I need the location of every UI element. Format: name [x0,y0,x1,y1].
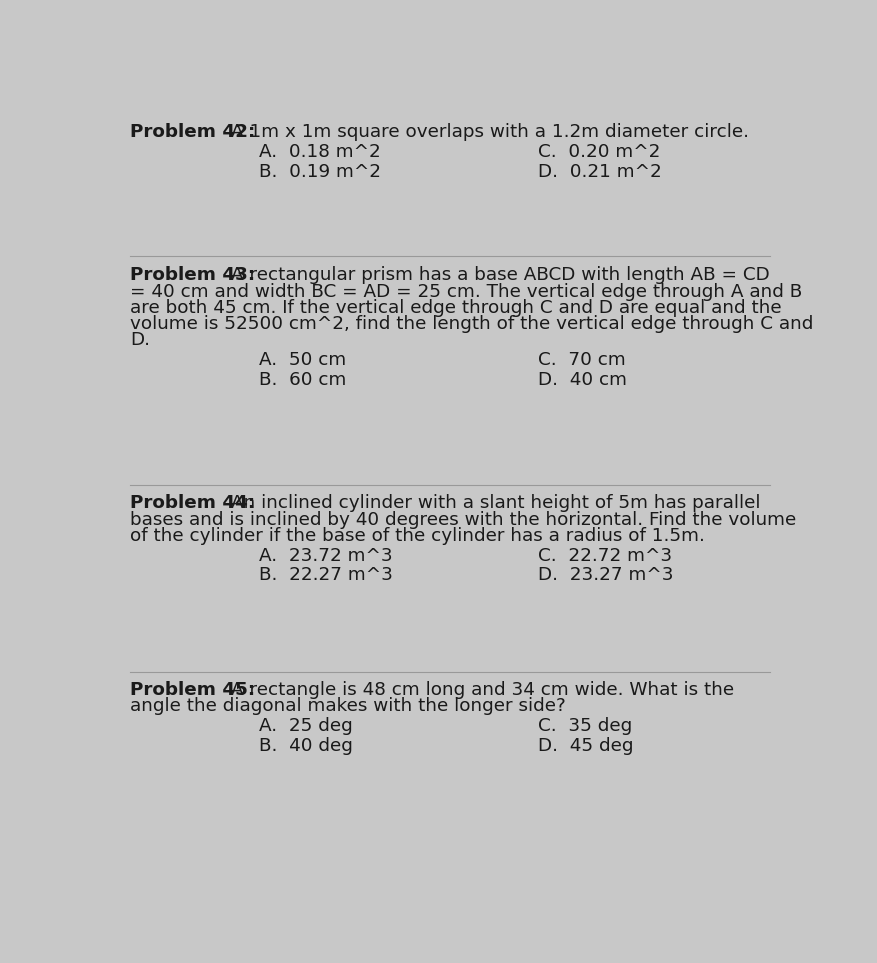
Text: B.  22.27 m^3: B. 22.27 m^3 [260,566,393,585]
Text: C.  70 cm: C. 70 cm [538,351,625,370]
Text: D.  23.27 m^3: D. 23.27 m^3 [538,566,674,585]
Text: A.  25 deg: A. 25 deg [260,717,353,735]
Text: D.  0.21 m^2: D. 0.21 m^2 [538,163,661,181]
Text: bases and is inclined by 40 degrees with the horizontal. Find the volume: bases and is inclined by 40 degrees with… [130,510,795,529]
Text: D.  45 deg: D. 45 deg [538,737,633,755]
Text: volume is 52500 cm^2, find the length of the vertical edge through C and: volume is 52500 cm^2, find the length of… [130,315,813,333]
Text: Problem 42:: Problem 42: [130,123,255,142]
Text: angle the diagonal makes with the longer side?: angle the diagonal makes with the longer… [130,697,566,715]
Text: A 1m x 1m square overlaps with a 1.2m diameter circle.: A 1m x 1m square overlaps with a 1.2m di… [231,123,748,142]
Text: B.  40 deg: B. 40 deg [260,737,353,755]
Text: C.  35 deg: C. 35 deg [538,717,632,735]
Text: D.  40 cm: D. 40 cm [538,371,627,389]
Text: Problem 45:: Problem 45: [130,681,255,699]
Text: B.  0.19 m^2: B. 0.19 m^2 [260,163,381,181]
Text: D.: D. [130,331,150,350]
Text: B.  60 cm: B. 60 cm [260,371,346,389]
Text: are both 45 cm. If the vertical edge through C and D are equal and the: are both 45 cm. If the vertical edge thr… [130,299,781,317]
Text: = 40 cm and width BC = AD = 25 cm. The vertical edge through A and B: = 40 cm and width BC = AD = 25 cm. The v… [130,283,802,300]
Text: A.  50 cm: A. 50 cm [260,351,346,370]
Text: A rectangular prism has a base ABCD with length AB = CD: A rectangular prism has a base ABCD with… [231,267,769,284]
Text: A.  23.72 m^3: A. 23.72 m^3 [260,547,393,565]
Text: An inclined cylinder with a slant height of 5m has parallel: An inclined cylinder with a slant height… [231,494,759,512]
Text: Problem 43:: Problem 43: [130,267,255,284]
Text: Problem 44:: Problem 44: [130,494,255,512]
Text: A rectangle is 48 cm long and 34 cm wide. What is the: A rectangle is 48 cm long and 34 cm wide… [231,681,733,699]
Text: A.  0.18 m^2: A. 0.18 m^2 [260,143,381,162]
Text: C.  22.72 m^3: C. 22.72 m^3 [538,547,672,565]
Text: C.  0.20 m^2: C. 0.20 m^2 [538,143,660,162]
Text: of the cylinder if the base of the cylinder has a radius of 1.5m.: of the cylinder if the base of the cylin… [130,527,704,545]
